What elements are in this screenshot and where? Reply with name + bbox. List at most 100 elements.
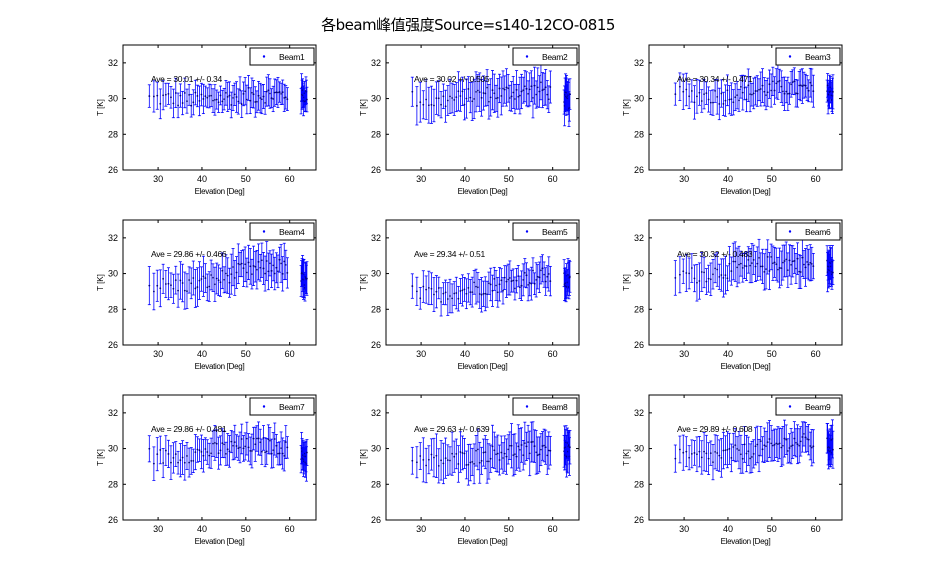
data-point: [759, 88, 762, 90]
data-point: [422, 458, 425, 461]
data-point: [535, 451, 538, 454]
data-point: [208, 95, 211, 97]
data-point: [783, 437, 786, 440]
data-point: [179, 279, 182, 282]
x-tick-label: 50: [504, 524, 514, 534]
data-point: [463, 288, 466, 291]
data-point: [730, 456, 733, 459]
data-point: [240, 103, 243, 106]
data-point: [256, 100, 258, 103]
data-point: [520, 444, 523, 446]
data-point: [525, 87, 528, 90]
data-point: [228, 450, 231, 453]
data-point: [766, 256, 769, 258]
data-point: [738, 99, 740, 102]
data-point: [754, 90, 757, 92]
chart-panel-6: 30 40 50 60 26 28 30 32 Elevation [Deg] T [K] Beam…: [622, 219, 843, 371]
y-axis-label: T [K]: [359, 449, 368, 466]
data-point: [528, 282, 531, 284]
data-point: [709, 278, 712, 281]
data-point: [718, 275, 721, 278]
data-point: [688, 95, 691, 98]
x-tick-label: 50: [767, 349, 777, 359]
data-point: [693, 277, 696, 280]
data-point: [283, 454, 286, 457]
data-point: [257, 94, 260, 97]
data-point: [538, 276, 541, 279]
data-point: [685, 88, 688, 91]
data-point: [546, 275, 549, 278]
data-point: [510, 444, 513, 447]
data-point: [739, 262, 742, 265]
data-point: [736, 447, 739, 450]
data-point: [786, 92, 789, 95]
data-point: [467, 463, 470, 466]
data-point: [451, 97, 454, 99]
data-point: [785, 438, 788, 441]
data-point: [489, 96, 492, 99]
data-point: [799, 271, 802, 273]
x-tick-label: 40: [197, 174, 207, 184]
y-tick-label: 26: [634, 340, 644, 350]
data-point: [749, 264, 751, 267]
average-annotation: Ave = 29.86 +/- 0.481: [151, 424, 227, 434]
data-point: [743, 264, 746, 267]
plot-area: [122, 219, 317, 346]
data-point: [807, 263, 810, 266]
data-point: [267, 89, 270, 92]
data-point: [707, 98, 710, 101]
data-point: [726, 89, 729, 92]
y-tick-label: 28: [108, 129, 118, 139]
data-point: [532, 269, 534, 272]
data-point: [770, 442, 773, 445]
data-point: [543, 444, 545, 447]
legend-marker: [788, 230, 792, 233]
data-point: [280, 262, 282, 265]
data-point: [512, 91, 515, 94]
data-point: [278, 452, 281, 455]
data-point: [206, 451, 209, 453]
data-point: [484, 451, 487, 454]
data-point: [788, 92, 791, 95]
data-point: [237, 447, 240, 450]
data-point: [709, 101, 712, 104]
data-point: [435, 97, 438, 100]
data-point: [230, 273, 233, 276]
legend-box: [512, 222, 578, 241]
data-point: [705, 280, 708, 283]
data-point: [812, 445, 815, 448]
data-point: [786, 269, 789, 272]
data-point: [455, 292, 458, 294]
data-point: [167, 453, 170, 455]
data-point: [242, 267, 245, 270]
data-point: [254, 265, 257, 268]
data-point: [747, 84, 750, 87]
data-point: [547, 273, 550, 275]
data-point: [685, 450, 688, 453]
data-point: [716, 268, 719, 271]
data-point: [461, 452, 464, 454]
data-point: [734, 260, 737, 263]
data-point: [269, 439, 271, 442]
data-point: [739, 85, 742, 88]
plot-area: [385, 219, 580, 346]
data-point: [761, 265, 764, 268]
data-point: [714, 267, 717, 270]
data-point: [280, 447, 282, 450]
x-tick-label: 50: [241, 524, 251, 534]
data-point: [232, 266, 234, 268]
data-point: [690, 267, 693, 269]
data-point: [455, 96, 458, 98]
data-point: [782, 90, 784, 93]
data-point: [457, 90, 460, 93]
data-point: [170, 96, 172, 99]
data-point: [533, 282, 536, 285]
data-point: [514, 287, 516, 290]
data-point: [795, 92, 797, 95]
data-point: [771, 444, 774, 447]
x-tick-label: 30: [679, 174, 689, 184]
data-point: [722, 103, 725, 105]
y-tick-label: 26: [108, 515, 118, 525]
data-point: [688, 456, 691, 459]
